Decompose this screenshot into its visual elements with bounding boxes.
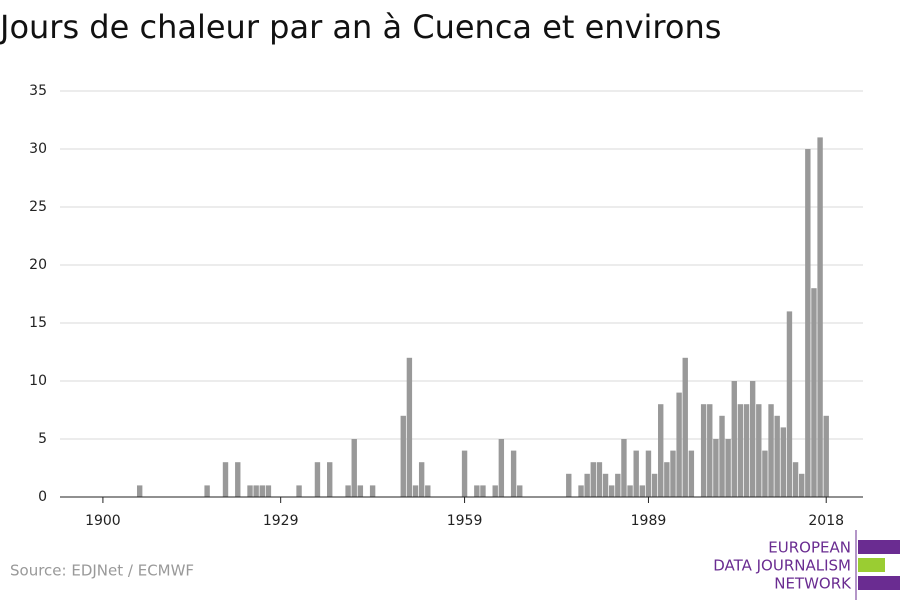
bar xyxy=(621,439,627,497)
bar xyxy=(412,485,419,497)
x-tick-label: 1929 xyxy=(263,513,299,529)
bar xyxy=(756,404,762,497)
bar xyxy=(774,415,780,497)
bar xyxy=(762,450,768,497)
bar xyxy=(400,415,406,497)
bar xyxy=(253,485,259,497)
bar xyxy=(345,485,351,497)
bar xyxy=(707,404,713,497)
bar xyxy=(265,485,272,497)
y-tick-label: 20 xyxy=(29,257,47,273)
bar xyxy=(743,404,750,497)
logo-text: DATA JOURNALISM xyxy=(713,557,851,575)
bar xyxy=(688,450,695,497)
bar xyxy=(627,485,633,497)
bar xyxy=(651,473,658,497)
bar xyxy=(780,427,787,497)
bar xyxy=(235,462,241,497)
bar xyxy=(639,485,646,497)
bar xyxy=(645,450,652,497)
bar xyxy=(247,485,253,497)
bar xyxy=(633,450,639,497)
logo-bar xyxy=(858,576,900,590)
y-tick-label: 35 xyxy=(29,83,47,99)
bar xyxy=(719,415,725,497)
bar xyxy=(510,450,517,497)
bar xyxy=(259,485,265,497)
bar xyxy=(676,392,682,497)
bar xyxy=(608,485,615,497)
bar xyxy=(327,462,333,497)
bar xyxy=(596,462,603,497)
bar xyxy=(799,473,805,497)
bar xyxy=(314,462,321,497)
chart-title: Jours de chaleur par an à Cuenca et envi… xyxy=(0,8,721,46)
x-tick-label: 2018 xyxy=(808,513,844,529)
bar xyxy=(590,462,596,497)
bar xyxy=(725,439,731,497)
source: Source: EDJNet / ECMWF xyxy=(10,562,194,580)
bar xyxy=(204,485,210,497)
bar xyxy=(296,485,302,497)
bar xyxy=(700,404,707,497)
bar xyxy=(492,485,498,497)
y-tick-label: 10 xyxy=(29,373,47,389)
bar xyxy=(805,149,811,497)
logo-text: NETWORK xyxy=(774,575,852,593)
x-tick-label: 1900 xyxy=(85,513,121,529)
bar xyxy=(792,462,799,497)
bar xyxy=(351,439,357,497)
bar xyxy=(584,473,590,497)
bar xyxy=(731,381,737,497)
bar xyxy=(418,462,425,497)
bar xyxy=(615,473,621,497)
bar xyxy=(602,473,609,497)
bar xyxy=(786,311,793,497)
logo-bar xyxy=(858,558,885,572)
bar xyxy=(222,462,229,497)
bar xyxy=(737,404,744,497)
bar xyxy=(713,439,719,497)
y-tick-label: 25 xyxy=(29,199,47,215)
y-tick-label: 15 xyxy=(29,315,47,331)
bar xyxy=(566,473,572,497)
y-tick-label: 5 xyxy=(38,431,47,447)
bar xyxy=(425,485,431,497)
bar xyxy=(664,462,670,497)
bar xyxy=(517,485,523,497)
bar xyxy=(811,288,817,497)
bar xyxy=(768,404,774,497)
bar xyxy=(578,485,584,497)
bar xyxy=(823,415,829,497)
y-tick-label: 30 xyxy=(29,141,47,157)
bar xyxy=(658,404,664,497)
bar xyxy=(498,439,505,497)
bar xyxy=(817,137,823,497)
bar xyxy=(461,450,468,497)
bar xyxy=(670,450,676,497)
bar xyxy=(357,485,364,497)
bar xyxy=(474,485,480,497)
x-tick-label: 1959 xyxy=(447,513,483,529)
bar xyxy=(480,485,486,497)
y-tick-label: 0 xyxy=(38,489,47,505)
bar xyxy=(749,381,756,497)
bar xyxy=(406,357,413,497)
bar xyxy=(136,485,143,497)
x-tick-label: 1989 xyxy=(631,513,667,529)
logo-text: EUROPEAN xyxy=(768,539,851,557)
bar xyxy=(682,357,688,497)
logo-bar xyxy=(858,540,900,554)
bar xyxy=(369,485,376,497)
